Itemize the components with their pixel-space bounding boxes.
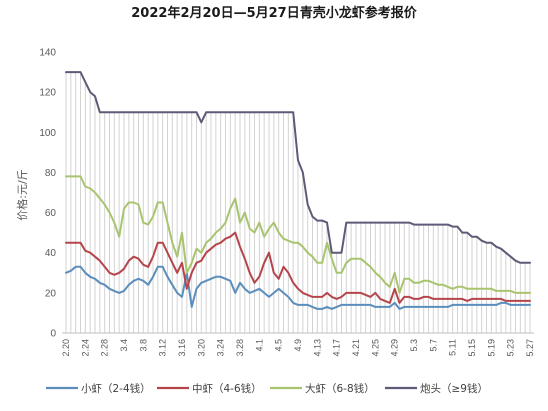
x-tick-label: 4.5	[274, 339, 284, 352]
series-line-large-shrimp	[65, 175, 531, 294]
series-line-small-shrimp	[65, 265, 531, 310]
x-tick-label: 3.20	[196, 339, 206, 357]
legend-item-small-shrimp: 小虾（2-4钱）	[46, 382, 151, 395]
legend-label: 炮头（≥9钱）	[420, 382, 488, 395]
x-tick-label: 4.1	[254, 339, 264, 352]
legend: 小虾（2-4钱） 中虾（4-6钱） 大虾（6-8钱） 炮头（≥9钱）	[46, 382, 488, 395]
y-tick-label: 80	[45, 168, 57, 179]
y-tick-label: 20	[45, 288, 57, 299]
y-axis-ticks: 0 20 40 60 80 100 120 140	[39, 48, 56, 340]
x-tick-label: 2.28	[100, 339, 110, 357]
y-tick-label: 120	[39, 88, 56, 99]
x-tick-label: 5.23	[506, 339, 516, 357]
series-lines	[65, 71, 531, 310]
x-tick-label: 5.3	[409, 339, 419, 352]
y-axis-title: 价格:元/斤	[15, 169, 29, 220]
legend-label: 大虾（6-8钱）	[305, 382, 375, 395]
x-tick-label: 5.15	[467, 339, 477, 357]
x-tick-label: 5.27	[525, 339, 535, 357]
y-tick-label: 140	[39, 48, 56, 59]
y-tick-label: 60	[45, 208, 57, 219]
x-tick-label: 4.25	[370, 339, 380, 357]
series-line-paotou	[65, 71, 531, 264]
x-tick-label: 3.28	[235, 339, 245, 357]
x-tick-label: 4.21	[351, 339, 361, 357]
x-tick-label: 4.29	[390, 339, 400, 357]
legend-item-medium-shrimp: 中虾（4-6钱）	[157, 382, 262, 395]
legend-item-large-shrimp: 大虾（6-8钱）	[270, 382, 375, 395]
x-tick-label: 2.20	[61, 339, 71, 357]
y-tick-label: 100	[39, 128, 56, 139]
y-tick-label: 0	[50, 329, 56, 340]
drop-lines	[65, 72, 531, 333]
chart-title: 2022年2月20日—5月27日青壳小龙虾参考报价	[131, 5, 417, 21]
x-tick-label: 3.8	[138, 339, 148, 352]
x-tick-label: 4.9	[293, 339, 303, 352]
x-tick-label: 5.7	[428, 339, 438, 352]
x-axis-ticks: 2.20 2.24 2.28 3.4 3.8 3.12 3.16 3.20 3.24 3.28 4.…	[61, 339, 535, 357]
x-tick-label: 4.13	[312, 339, 322, 357]
x-tick-label: 2.24	[80, 339, 90, 357]
legend-item-paotou: 炮头（≥9钱）	[385, 382, 488, 395]
x-tick-label: 3.16	[177, 339, 187, 357]
x-tick-label: 4.17	[332, 339, 342, 357]
x-tick-label: 3.4	[119, 339, 129, 352]
x-tick-label: 3.12	[158, 339, 168, 357]
legend-label: 中虾（4-6钱）	[192, 382, 262, 395]
legend-label: 小虾（2-4钱）	[81, 382, 151, 395]
x-tick-label: 5.19	[486, 339, 496, 357]
x-tick-label: 3.24	[216, 339, 226, 357]
x-tick-label: 5.11	[448, 339, 458, 356]
series-line-medium-shrimp	[65, 231, 531, 304]
y-tick-label: 40	[45, 248, 57, 259]
